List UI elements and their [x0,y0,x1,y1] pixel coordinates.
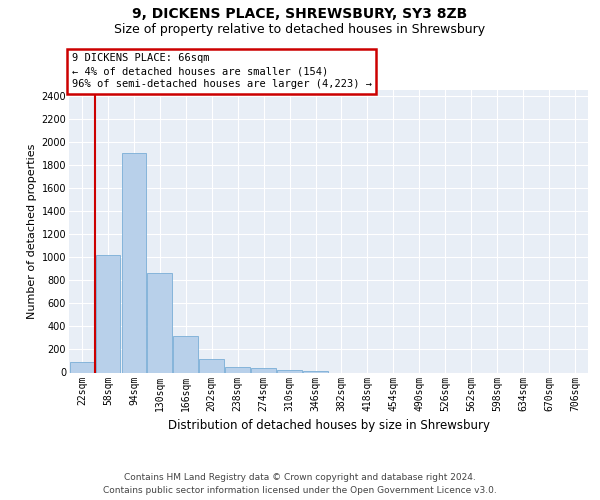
Bar [70,362,94,372]
Bar [199,359,224,372]
Bar [122,154,146,372]
Text: 9 DICKENS PLACE: 66sqm
← 4% of detached houses are smaller (154)
96% of semi-det: 9 DICKENS PLACE: 66sqm ← 4% of detached … [71,53,371,90]
X-axis label: Distribution of detached houses by size in Shrewsbury: Distribution of detached houses by size … [167,419,490,432]
Text: Size of property relative to detached houses in Shrewsbury: Size of property relative to detached ho… [115,22,485,36]
Text: Contains HM Land Registry data © Crown copyright and database right 2024.
Contai: Contains HM Land Registry data © Crown c… [103,474,497,495]
Bar [95,255,120,372]
Bar [277,370,302,372]
Bar [148,274,172,372]
Bar [226,366,250,372]
Y-axis label: Number of detached properties: Number of detached properties [28,144,37,319]
Bar [251,368,276,372]
Bar [173,336,198,372]
Text: 9, DICKENS PLACE, SHREWSBURY, SY3 8ZB: 9, DICKENS PLACE, SHREWSBURY, SY3 8ZB [133,8,467,22]
